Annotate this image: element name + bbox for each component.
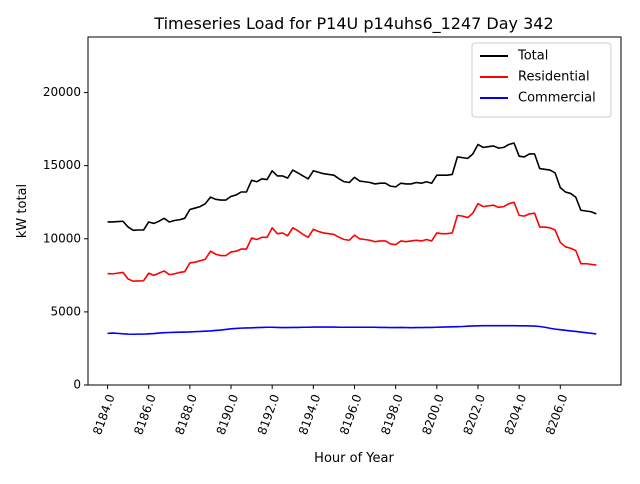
plot-area: 8184.0 8186.0 8188.0 8190.0 8192.0 8194.0 8196… (43, 85, 597, 437)
x-tick-label: 8192.0 (255, 392, 283, 436)
y-tick-label: 20000 (43, 85, 81, 99)
y-tick-label: 0 (73, 378, 81, 392)
x-tick-label: 8206.0 (543, 392, 571, 436)
series-line-residential (107, 201, 597, 282)
y-tick-label: 5000 (50, 304, 81, 318)
x-tick-label: 8188.0 (172, 392, 200, 436)
series-line-total (107, 142, 597, 232)
x-tick-label: 8198.0 (378, 392, 406, 436)
x-tick-label: 8186.0 (131, 392, 159, 436)
legend-label-total: Total (517, 49, 548, 64)
chart-title: Timeseries Load for P14U p14uhs6_1247 Da… (153, 14, 553, 34)
x-tick-label: 8204.0 (502, 392, 530, 436)
x-tick-label: 8200.0 (419, 392, 447, 436)
x-tick-label: 8202.0 (461, 392, 489, 436)
plot-frame (87, 36, 622, 386)
legend-label-commercial: Commercial (518, 91, 596, 106)
x-tick-label: 8196.0 (337, 392, 365, 436)
x-tick-label: 8190.0 (214, 392, 242, 436)
x-axis-label: Hour of Year (314, 451, 394, 466)
y-tick-label: 15000 (43, 158, 81, 172)
x-tick-label: 8194.0 (296, 392, 324, 436)
legend-label-residential: Residential (518, 70, 590, 85)
y-axis-label: kW total (15, 184, 30, 238)
legend: Total Residential Commercial (471, 42, 612, 118)
series-line-commercial (107, 324, 597, 336)
x-tick-label: 8184.0 (90, 392, 118, 436)
y-tick-label: 10000 (43, 231, 81, 245)
